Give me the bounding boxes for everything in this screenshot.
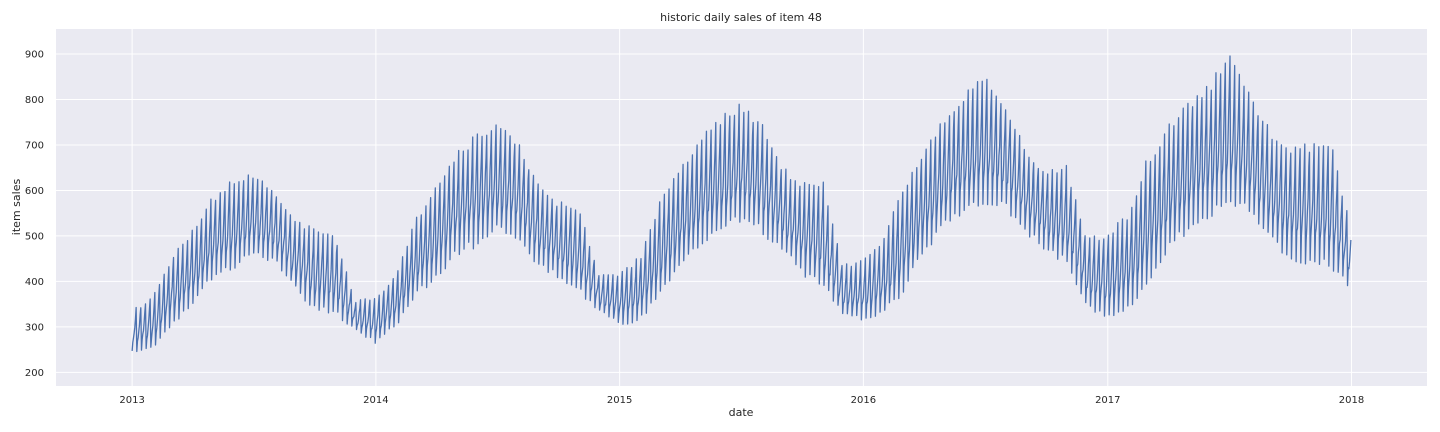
y-tick-label: 600 bbox=[25, 186, 44, 197]
y-tick-label: 900 bbox=[25, 50, 44, 61]
y-tick-label: 200 bbox=[25, 368, 44, 379]
y-tick-label: 500 bbox=[25, 231, 44, 242]
chart-title: historic daily sales of item 48 bbox=[660, 11, 822, 24]
grid-lines bbox=[56, 29, 1427, 386]
y-tick-label: 700 bbox=[25, 140, 44, 151]
x-tick-label: 2013 bbox=[119, 395, 144, 406]
x-tick-label: 2015 bbox=[607, 395, 632, 406]
series-layer bbox=[131, 55, 1352, 353]
x-tick-label: 2014 bbox=[363, 395, 388, 406]
y-axis-label: item sales bbox=[10, 179, 23, 236]
x-tick-label: 2017 bbox=[1095, 395, 1120, 406]
y-tick-label: 300 bbox=[25, 322, 44, 333]
x-axis-label: date bbox=[729, 406, 754, 419]
x-tick-labels: 2013 2014 2015 2016 2017 2018 bbox=[119, 395, 1364, 406]
x-tick-label: 2016 bbox=[851, 395, 876, 406]
daily-sales-series-line bbox=[131, 55, 1352, 353]
y-tick-label: 800 bbox=[25, 95, 44, 106]
x-tick-label: 2018 bbox=[1339, 395, 1364, 406]
y-tick-labels: 200 300 400 500 600 700 800 900 bbox=[25, 50, 44, 379]
y-tick-label: 400 bbox=[25, 277, 44, 288]
